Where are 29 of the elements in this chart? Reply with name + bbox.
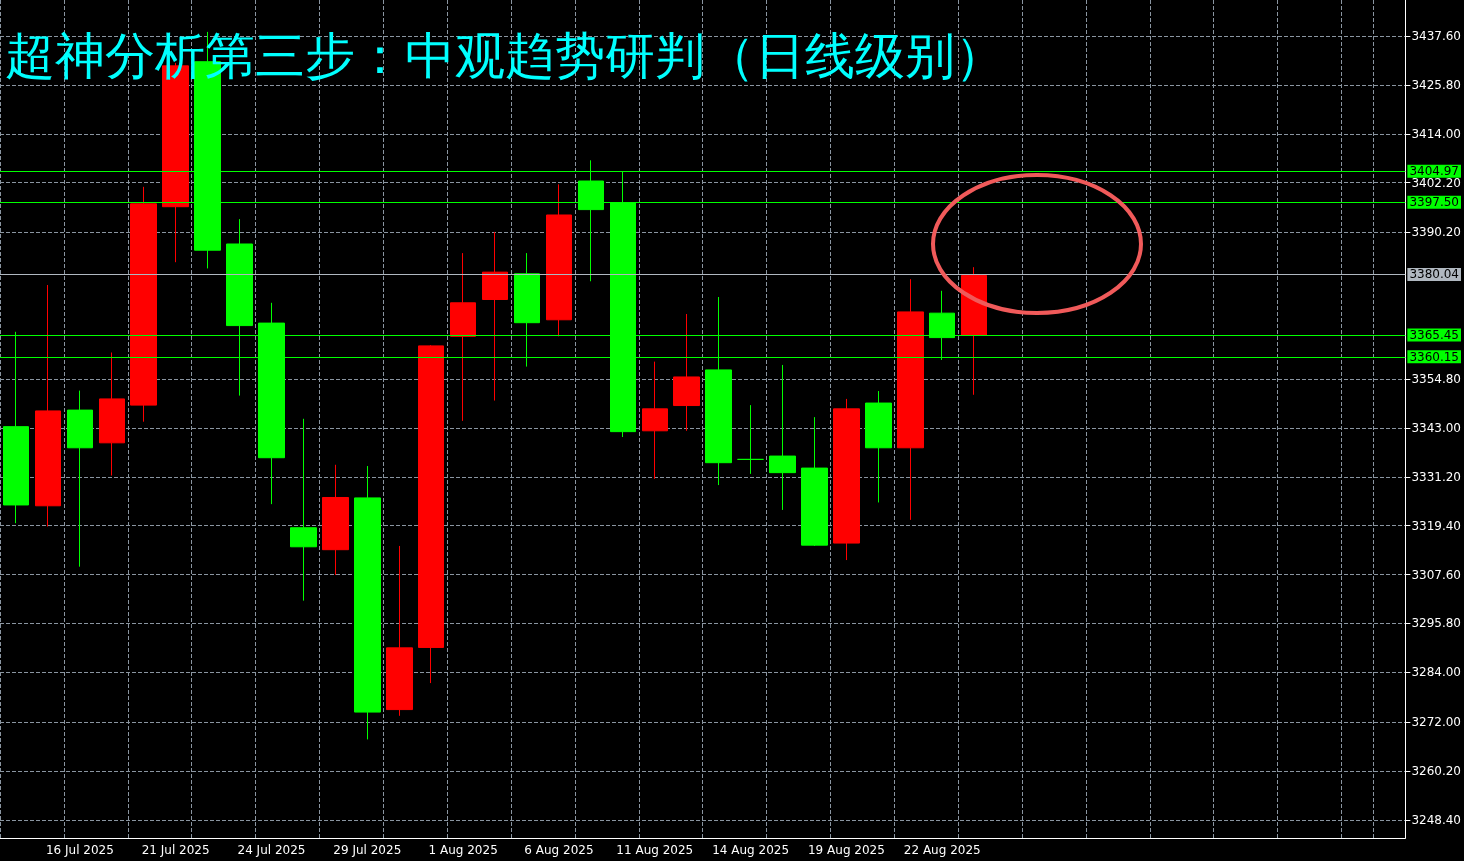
ref-line-label: 3360.15 [1409, 349, 1459, 364]
x-tick-label: 11 Aug 2025 [616, 843, 694, 857]
y-tick-label: 3331.20 [1411, 469, 1461, 484]
ref-line-label: 3365.45 [1409, 327, 1459, 342]
y-tick-label: 3414.00 [1411, 126, 1461, 141]
y-tick-label: 3425.80 [1411, 77, 1461, 92]
y-tick-label: 3319.40 [1411, 518, 1461, 533]
x-tick-label: 22 Aug 2025 [903, 843, 981, 857]
y-tick-label: 3343.00 [1411, 420, 1461, 435]
y-tick-label: 3437.60 [1411, 29, 1461, 44]
y-tick-label: 3284.00 [1411, 665, 1461, 680]
x-tick-label: 16 Jul 2025 [45, 843, 114, 857]
ref-line-label: 3397.50 [1409, 195, 1459, 210]
y-tick-label: 3307.60 [1411, 567, 1461, 582]
x-tick-label: 29 Jul 2025 [333, 843, 402, 857]
y-tick-label: 3272.00 [1411, 715, 1461, 730]
ref-line-label: 3380.04 [1409, 267, 1459, 282]
ref-line-label: 3404.97 [1409, 164, 1459, 179]
x-tick-label: 14 Aug 2025 [712, 843, 790, 857]
y-tick-label: 3390.20 [1411, 225, 1461, 240]
y-tick-label: 3354.80 [1411, 372, 1461, 387]
x-tick-label: 19 Aug 2025 [807, 843, 885, 857]
y-tick-label: 3248.40 [1411, 812, 1461, 827]
y-tick-label: 3260.20 [1411, 763, 1461, 778]
y-tick-label: 3295.80 [1411, 616, 1461, 631]
x-tick-label: 6 Aug 2025 [524, 843, 594, 857]
x-tick-label: 24 Jul 2025 [237, 843, 306, 857]
x-tick-label: 21 Jul 2025 [141, 843, 210, 857]
x-tick-label: 1 Aug 2025 [428, 843, 498, 857]
